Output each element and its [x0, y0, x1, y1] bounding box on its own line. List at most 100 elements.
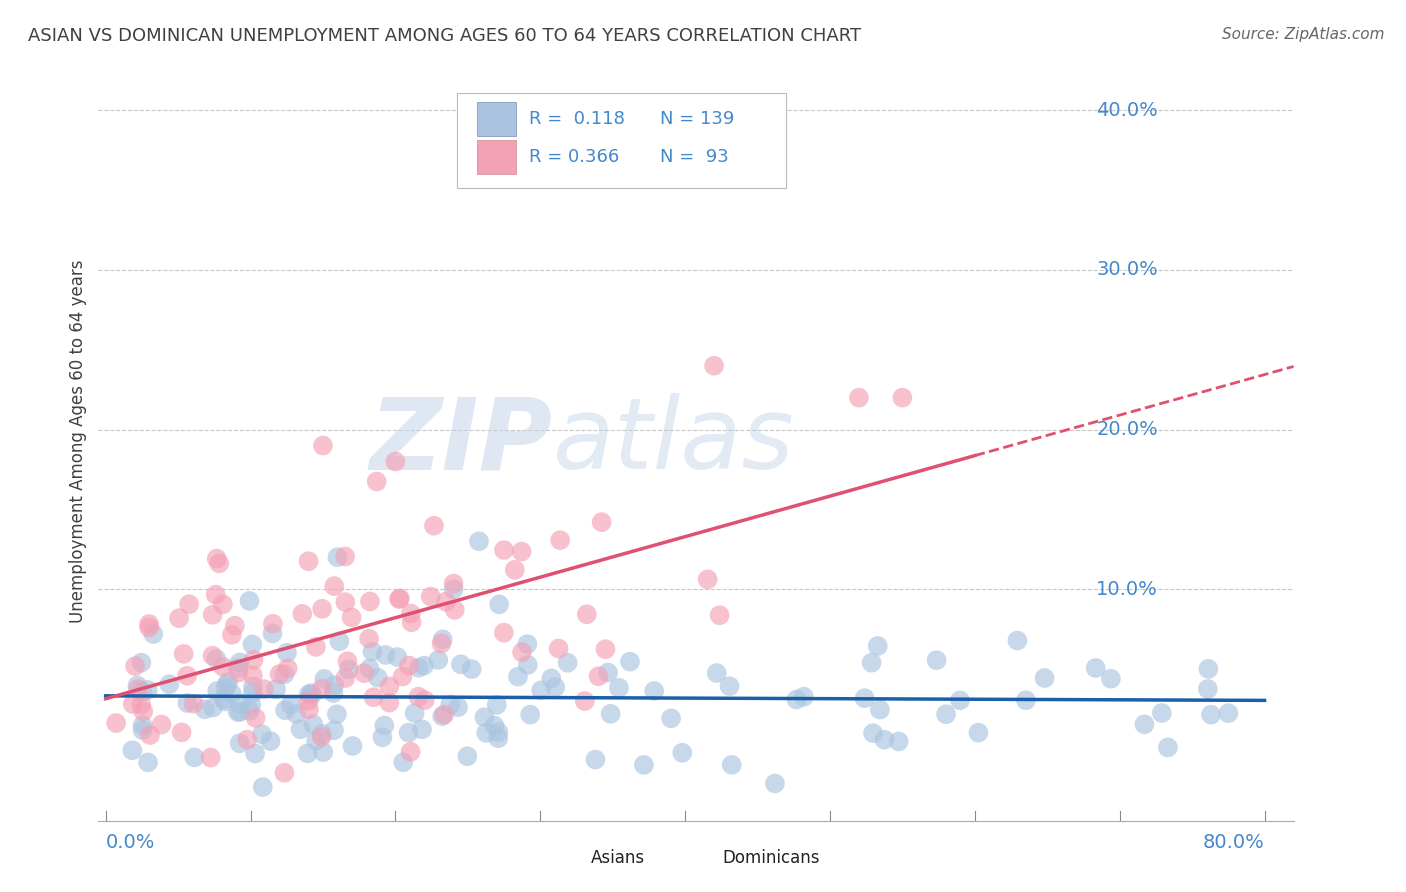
Point [129, 698, 152, 712]
Point [607, 681, 630, 695]
Point [763, 776, 786, 790]
Point [1199, 707, 1222, 722]
Point [224, 618, 246, 632]
Point [124, 659, 146, 673]
Bar [547, 847, 582, 869]
Point [359, 632, 381, 646]
Point [323, 723, 346, 738]
Point [201, 607, 224, 622]
Point [860, 656, 883, 670]
Point [170, 725, 193, 739]
Point [1150, 706, 1173, 720]
Point [136, 756, 159, 770]
Point [274, 703, 297, 717]
Point [335, 595, 357, 609]
Text: 40.0%: 40.0% [1097, 101, 1159, 120]
Point [869, 703, 891, 717]
Point [194, 702, 217, 716]
Point [269, 667, 291, 681]
Point [121, 743, 143, 757]
Point [229, 697, 252, 711]
Point [131, 684, 153, 698]
Point [212, 692, 235, 706]
Point [599, 706, 621, 721]
Point [401, 615, 423, 630]
Text: Dominicans: Dominicans [723, 849, 820, 867]
Point [242, 653, 264, 667]
Point [1033, 671, 1056, 685]
Text: 10.0%: 10.0% [1097, 580, 1159, 599]
Point [703, 359, 725, 373]
Point [423, 518, 446, 533]
Point [226, 661, 249, 675]
Point [212, 659, 235, 673]
Point [139, 728, 162, 742]
Text: 30.0%: 30.0% [1097, 260, 1159, 279]
Point [1197, 662, 1219, 676]
Text: 0.0%: 0.0% [105, 833, 155, 853]
Point [1157, 740, 1180, 755]
Point [891, 391, 914, 405]
Bar [477, 103, 516, 136]
Bar [678, 847, 714, 869]
Point [486, 731, 509, 746]
Point [242, 668, 264, 682]
Point [447, 700, 470, 714]
Point [557, 656, 579, 670]
Point [793, 690, 815, 704]
Point [242, 686, 264, 700]
Point [177, 597, 200, 611]
Point [173, 647, 195, 661]
Point [439, 698, 461, 712]
Point [887, 734, 910, 748]
Point [486, 725, 509, 739]
Point [299, 686, 322, 700]
Point [335, 671, 357, 685]
Point [475, 726, 498, 740]
Point [408, 690, 430, 704]
Point [240, 698, 263, 712]
Point [706, 666, 728, 681]
Point [388, 591, 411, 606]
Point [510, 544, 533, 558]
Point [384, 454, 406, 468]
Point [131, 723, 153, 738]
Point [217, 675, 239, 690]
Point [430, 636, 453, 650]
Point [433, 707, 456, 722]
Point [1084, 661, 1107, 675]
Point [408, 661, 430, 675]
Point [785, 692, 807, 706]
Point [205, 652, 228, 666]
Point [583, 753, 606, 767]
Bar [477, 140, 516, 174]
Point [305, 733, 328, 747]
Point [1015, 693, 1038, 707]
Point [392, 756, 415, 770]
Point [228, 656, 250, 670]
Point [1218, 706, 1240, 721]
Point [323, 579, 346, 593]
Point [484, 718, 506, 732]
Point [1133, 717, 1156, 731]
Point [204, 588, 226, 602]
Point [337, 662, 360, 676]
Point [398, 725, 420, 739]
Point [413, 658, 436, 673]
Text: ZIP: ZIP [370, 393, 553, 490]
Point [215, 678, 238, 692]
Point [506, 670, 529, 684]
Point [474, 710, 496, 724]
Point [208, 557, 231, 571]
Point [519, 707, 541, 722]
Point [252, 780, 274, 794]
Point [138, 620, 160, 634]
Point [312, 438, 335, 452]
Point [596, 665, 619, 680]
Point [591, 515, 613, 529]
Point [1007, 633, 1029, 648]
Text: R = 0.366: R = 0.366 [529, 148, 619, 166]
Point [245, 711, 267, 725]
Point [242, 637, 264, 651]
Point [285, 706, 308, 721]
